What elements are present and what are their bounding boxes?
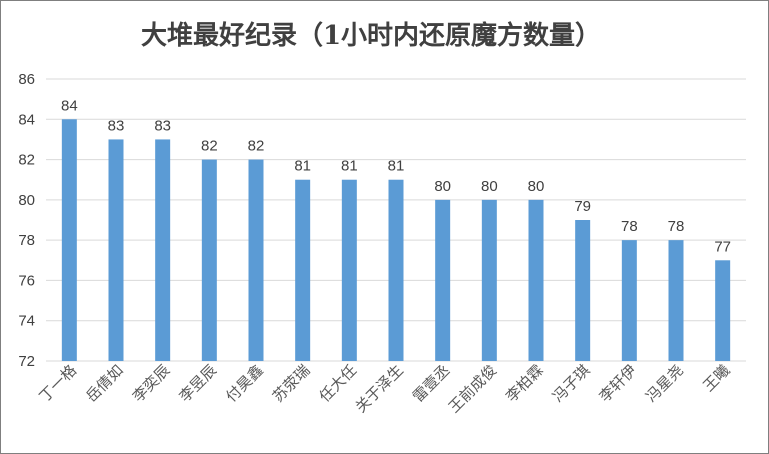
x-tick-label: 任大任 [316, 361, 361, 406]
bar [248, 159, 264, 361]
y-tick-label: 80 [18, 192, 35, 209]
x-tick-label: 苏荥瑞 [269, 361, 314, 406]
bar [481, 199, 497, 361]
x-tick-label: 李轩伊 [596, 361, 641, 406]
x-tick-label: 付昊鑫 [222, 361, 267, 406]
data-label: 79 [574, 198, 591, 215]
bar [668, 240, 684, 361]
data-label: 80 [528, 178, 545, 195]
x-tick-label: 李奕辰 [129, 361, 174, 406]
data-label: 81 [388, 158, 405, 175]
data-label: 78 [668, 218, 685, 235]
data-label: 83 [108, 117, 125, 134]
x-tick-label: 冯星尧 [642, 361, 687, 406]
y-tick-label: 86 [18, 71, 35, 88]
bar [108, 139, 124, 361]
x-tick-label: 李柏霖 [502, 361, 547, 406]
data-label: 84 [61, 97, 78, 114]
data-label: 81 [294, 158, 311, 175]
x-tick-label: 雷壹丞 [409, 361, 454, 406]
x-tick-label: 关于泽生 [352, 361, 407, 416]
data-label: 83 [154, 117, 171, 134]
x-tick-label: 岳倩如 [82, 361, 127, 406]
data-label: 82 [248, 138, 265, 155]
bar [201, 159, 217, 361]
x-tick-label: 王曦 [700, 361, 734, 395]
data-label: 82 [201, 138, 218, 155]
data-label: 77 [714, 238, 731, 255]
data-label: 81 [341, 158, 358, 175]
bar [621, 240, 637, 361]
bar [528, 199, 544, 361]
y-tick-label: 74 [18, 313, 35, 330]
data-label: 80 [481, 178, 498, 195]
y-tick-label: 76 [18, 272, 35, 289]
bar [435, 199, 451, 361]
bar [575, 220, 591, 361]
x-tick-label: 冯子琪 [549, 361, 594, 406]
y-tick-label: 78 [18, 232, 35, 249]
data-label: 78 [621, 218, 638, 235]
bar [388, 179, 404, 361]
bar [295, 179, 311, 361]
chart-title: 大堆最好纪录（1小时内还原魔方数量） [141, 20, 601, 51]
bar [341, 179, 357, 361]
x-tick-label: 王前成俊 [445, 361, 500, 416]
bar [715, 260, 731, 361]
y-tick-label: 84 [18, 111, 35, 128]
bar [155, 139, 171, 361]
data-label: 80 [434, 178, 451, 195]
x-tick-label: 李昱辰 [176, 361, 221, 406]
x-tick-label: 丁一格 [36, 361, 81, 406]
y-tick-label: 82 [18, 152, 35, 169]
y-tick-label: 72 [18, 353, 35, 370]
bar [61, 119, 77, 362]
